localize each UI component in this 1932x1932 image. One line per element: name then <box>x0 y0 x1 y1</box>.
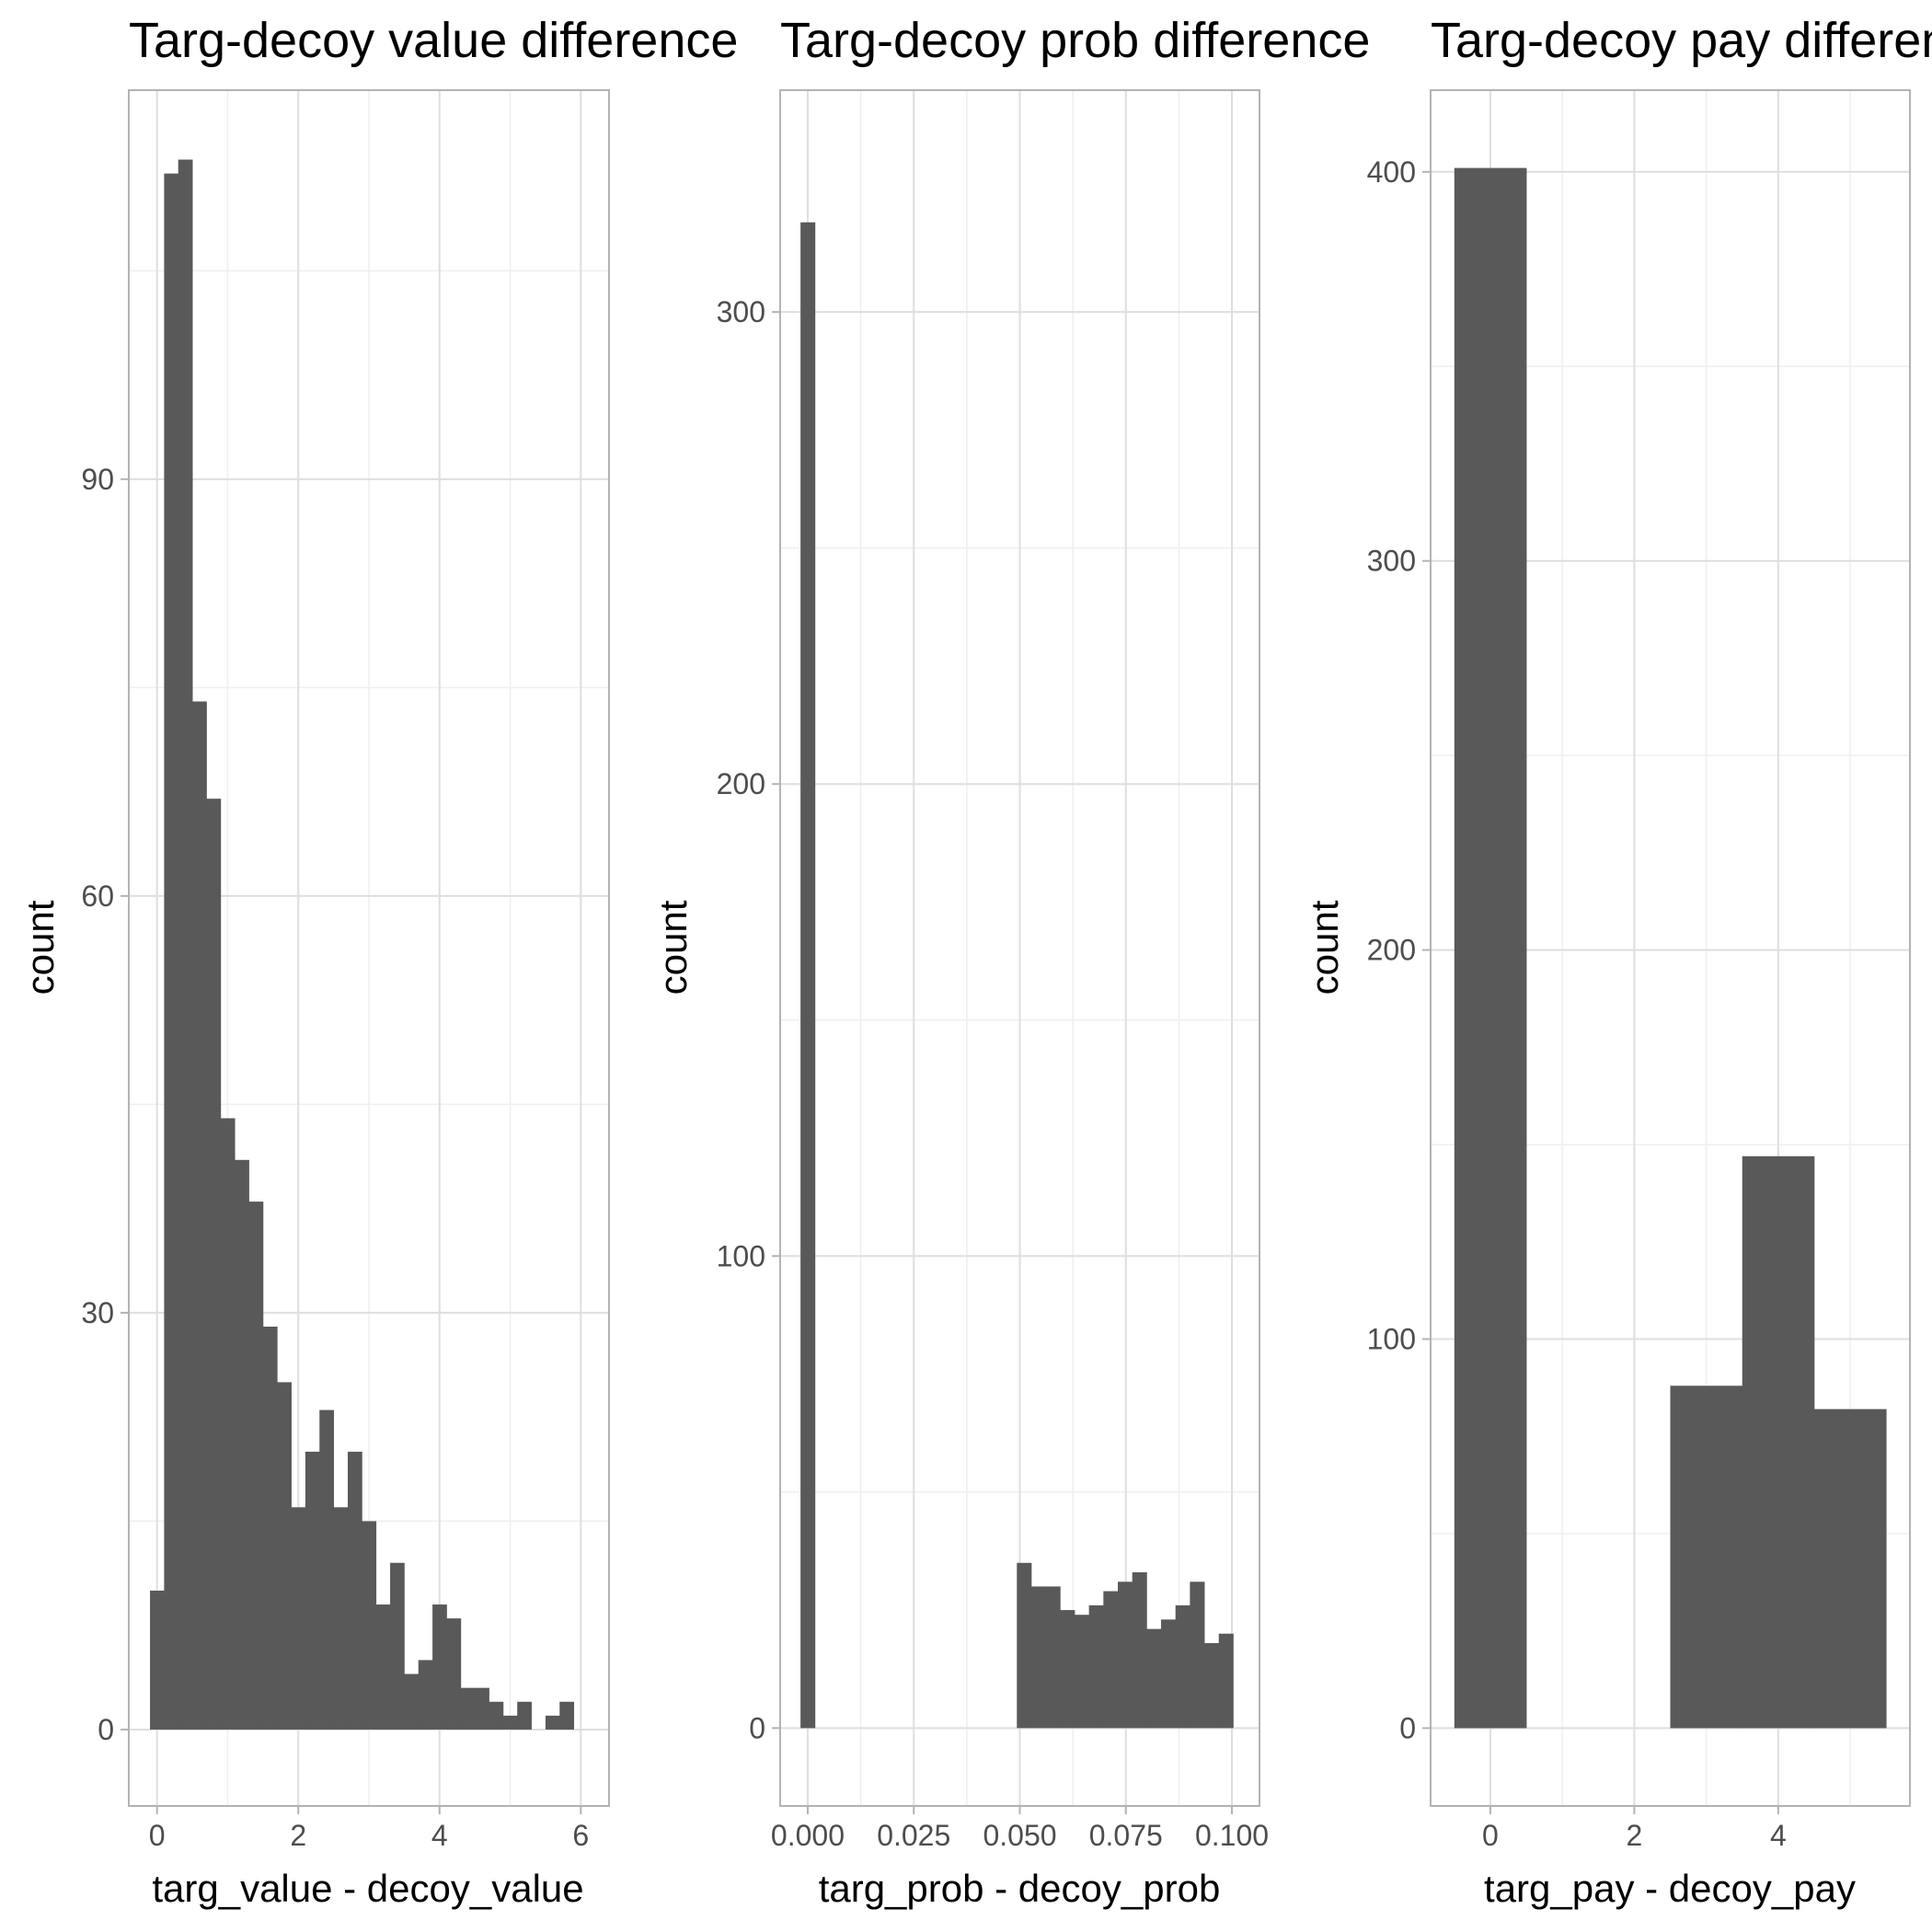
histogram-bar <box>517 1701 532 1730</box>
histogram-bar <box>475 1687 489 1730</box>
y-tick-label: 400 <box>1367 155 1416 189</box>
x-tick-label: 0 <box>149 1819 166 1852</box>
x-tick-label: 4 <box>1770 1819 1787 1852</box>
x-tick-label: 0.100 <box>1195 1819 1269 1852</box>
x-axis-title: targ_value - decoy_value <box>152 1867 583 1910</box>
histogram-bar <box>1161 1619 1177 1729</box>
histogram-bar <box>1175 1604 1190 1729</box>
y-tick-label: 100 <box>717 1239 765 1272</box>
panel-title: Targ-decoy pay difference <box>1431 13 1932 68</box>
histogram-bar <box>262 1327 278 1730</box>
histogram-bar <box>1218 1633 1234 1729</box>
histogram-bar <box>1030 1586 1047 1729</box>
axes: 0 2 4 0 100 200 300 400 <box>1367 155 1787 1852</box>
y-axis-title: count <box>651 900 695 995</box>
bars <box>1454 167 1887 1729</box>
y-tick-label: 300 <box>1367 545 1416 578</box>
y-tick-label: 200 <box>1367 934 1416 967</box>
y-axis-title: count <box>18 900 62 995</box>
histogram-bar <box>164 173 179 1730</box>
x-tick-label: 4 <box>431 1819 448 1852</box>
panel-border <box>1430 89 1911 1807</box>
panel-border <box>128 89 610 1807</box>
x-tick-label: 0 <box>1482 1819 1499 1852</box>
y-tick-label: 0 <box>1399 1711 1416 1744</box>
y-tick-label: 300 <box>717 295 765 328</box>
histogram-bar <box>460 1687 476 1730</box>
y-tick-label: 90 <box>81 463 114 496</box>
histogram-bar <box>150 1590 165 1730</box>
histogram-bar <box>305 1451 320 1730</box>
y-axis-title: count <box>1303 900 1346 995</box>
histogram-bar <box>1670 1386 1743 1729</box>
histogram-bar <box>362 1521 377 1730</box>
bars <box>800 222 1234 1729</box>
histogram-bar <box>545 1715 560 1730</box>
histogram-bar <box>347 1451 362 1730</box>
histogram-bar <box>390 1562 405 1730</box>
histogram-bar <box>235 1159 249 1730</box>
histogram-bar <box>291 1507 306 1730</box>
x-axis-title: targ_pay - decoy_pay <box>1484 1867 1856 1910</box>
x-tick-label: 0.025 <box>877 1819 950 1852</box>
x-tick-label: 0.075 <box>1089 1819 1163 1852</box>
y-tick-label: 30 <box>81 1296 114 1329</box>
histogram-bar <box>1017 1562 1032 1729</box>
histogram-bar <box>1132 1572 1147 1729</box>
histogram-bar <box>319 1409 335 1730</box>
x-tick-label: 6 <box>572 1819 589 1852</box>
histogram-bar <box>206 799 222 1730</box>
histogram-bar <box>800 222 816 1729</box>
histogram-bar <box>404 1673 420 1730</box>
x-axis-title: targ_prob - decoy_prob <box>819 1867 1221 1910</box>
histogram-bar <box>375 1604 391 1730</box>
histogram-bar <box>248 1202 264 1730</box>
panel-title: Targ-decoy prob difference <box>780 13 1370 68</box>
y-tick-label: 200 <box>717 767 765 800</box>
x-tick-label: 0.050 <box>983 1819 1056 1852</box>
x-tick-label: 2 <box>1626 1819 1642 1852</box>
histogram-bar <box>432 1604 447 1730</box>
histogram-bar <box>178 159 193 1730</box>
histogram-bar <box>1742 1156 1815 1729</box>
y-tick-label: 0 <box>98 1713 114 1746</box>
histogram-bar <box>277 1382 292 1730</box>
histogram-bar <box>502 1715 518 1730</box>
histogram-bar <box>1118 1581 1133 1729</box>
histogram-bar <box>1204 1642 1220 1729</box>
panel-prob-difference: Targ-decoy prob difference targ_prob - d… <box>651 13 1370 1910</box>
histogram-bar <box>1813 1409 1887 1729</box>
histogram-bar <box>1088 1604 1104 1729</box>
histogram-bar <box>1060 1610 1075 1729</box>
histogram-bar <box>489 1701 504 1730</box>
y-tick-label: 100 <box>1367 1323 1416 1356</box>
histogram-bar <box>1146 1628 1162 1729</box>
histogram-bar <box>1074 1615 1090 1729</box>
histogram-bar <box>418 1660 433 1730</box>
histogram-bar <box>559 1701 575 1730</box>
histogram-bar <box>1190 1581 1205 1729</box>
axes: 0.000 0.025 0.050 0.075 0.100 0 100 200 300 <box>717 295 1269 1852</box>
x-tick-label: 0.000 <box>771 1819 845 1852</box>
y-tick-label: 0 <box>749 1711 765 1744</box>
panel-value-difference: Targ-decoy value difference targ_value -… <box>18 13 738 1910</box>
y-tick-label: 60 <box>81 880 114 913</box>
panel-pay-difference: Targ-decoy pay difference targ_pay - dec… <box>1303 13 1932 1910</box>
grid <box>780 90 1259 1806</box>
histogram-bar <box>192 701 207 1730</box>
x-tick-label: 2 <box>290 1819 306 1852</box>
histogram-bar <box>446 1618 462 1730</box>
histogram-bar <box>1045 1586 1061 1729</box>
bars <box>150 159 575 1730</box>
histogram-bar <box>1103 1591 1119 1729</box>
histogram-bar <box>220 1118 236 1730</box>
histogram-bar <box>1454 167 1527 1729</box>
histogram-bar <box>333 1507 349 1730</box>
panel-title: Targ-decoy value difference <box>129 13 738 68</box>
